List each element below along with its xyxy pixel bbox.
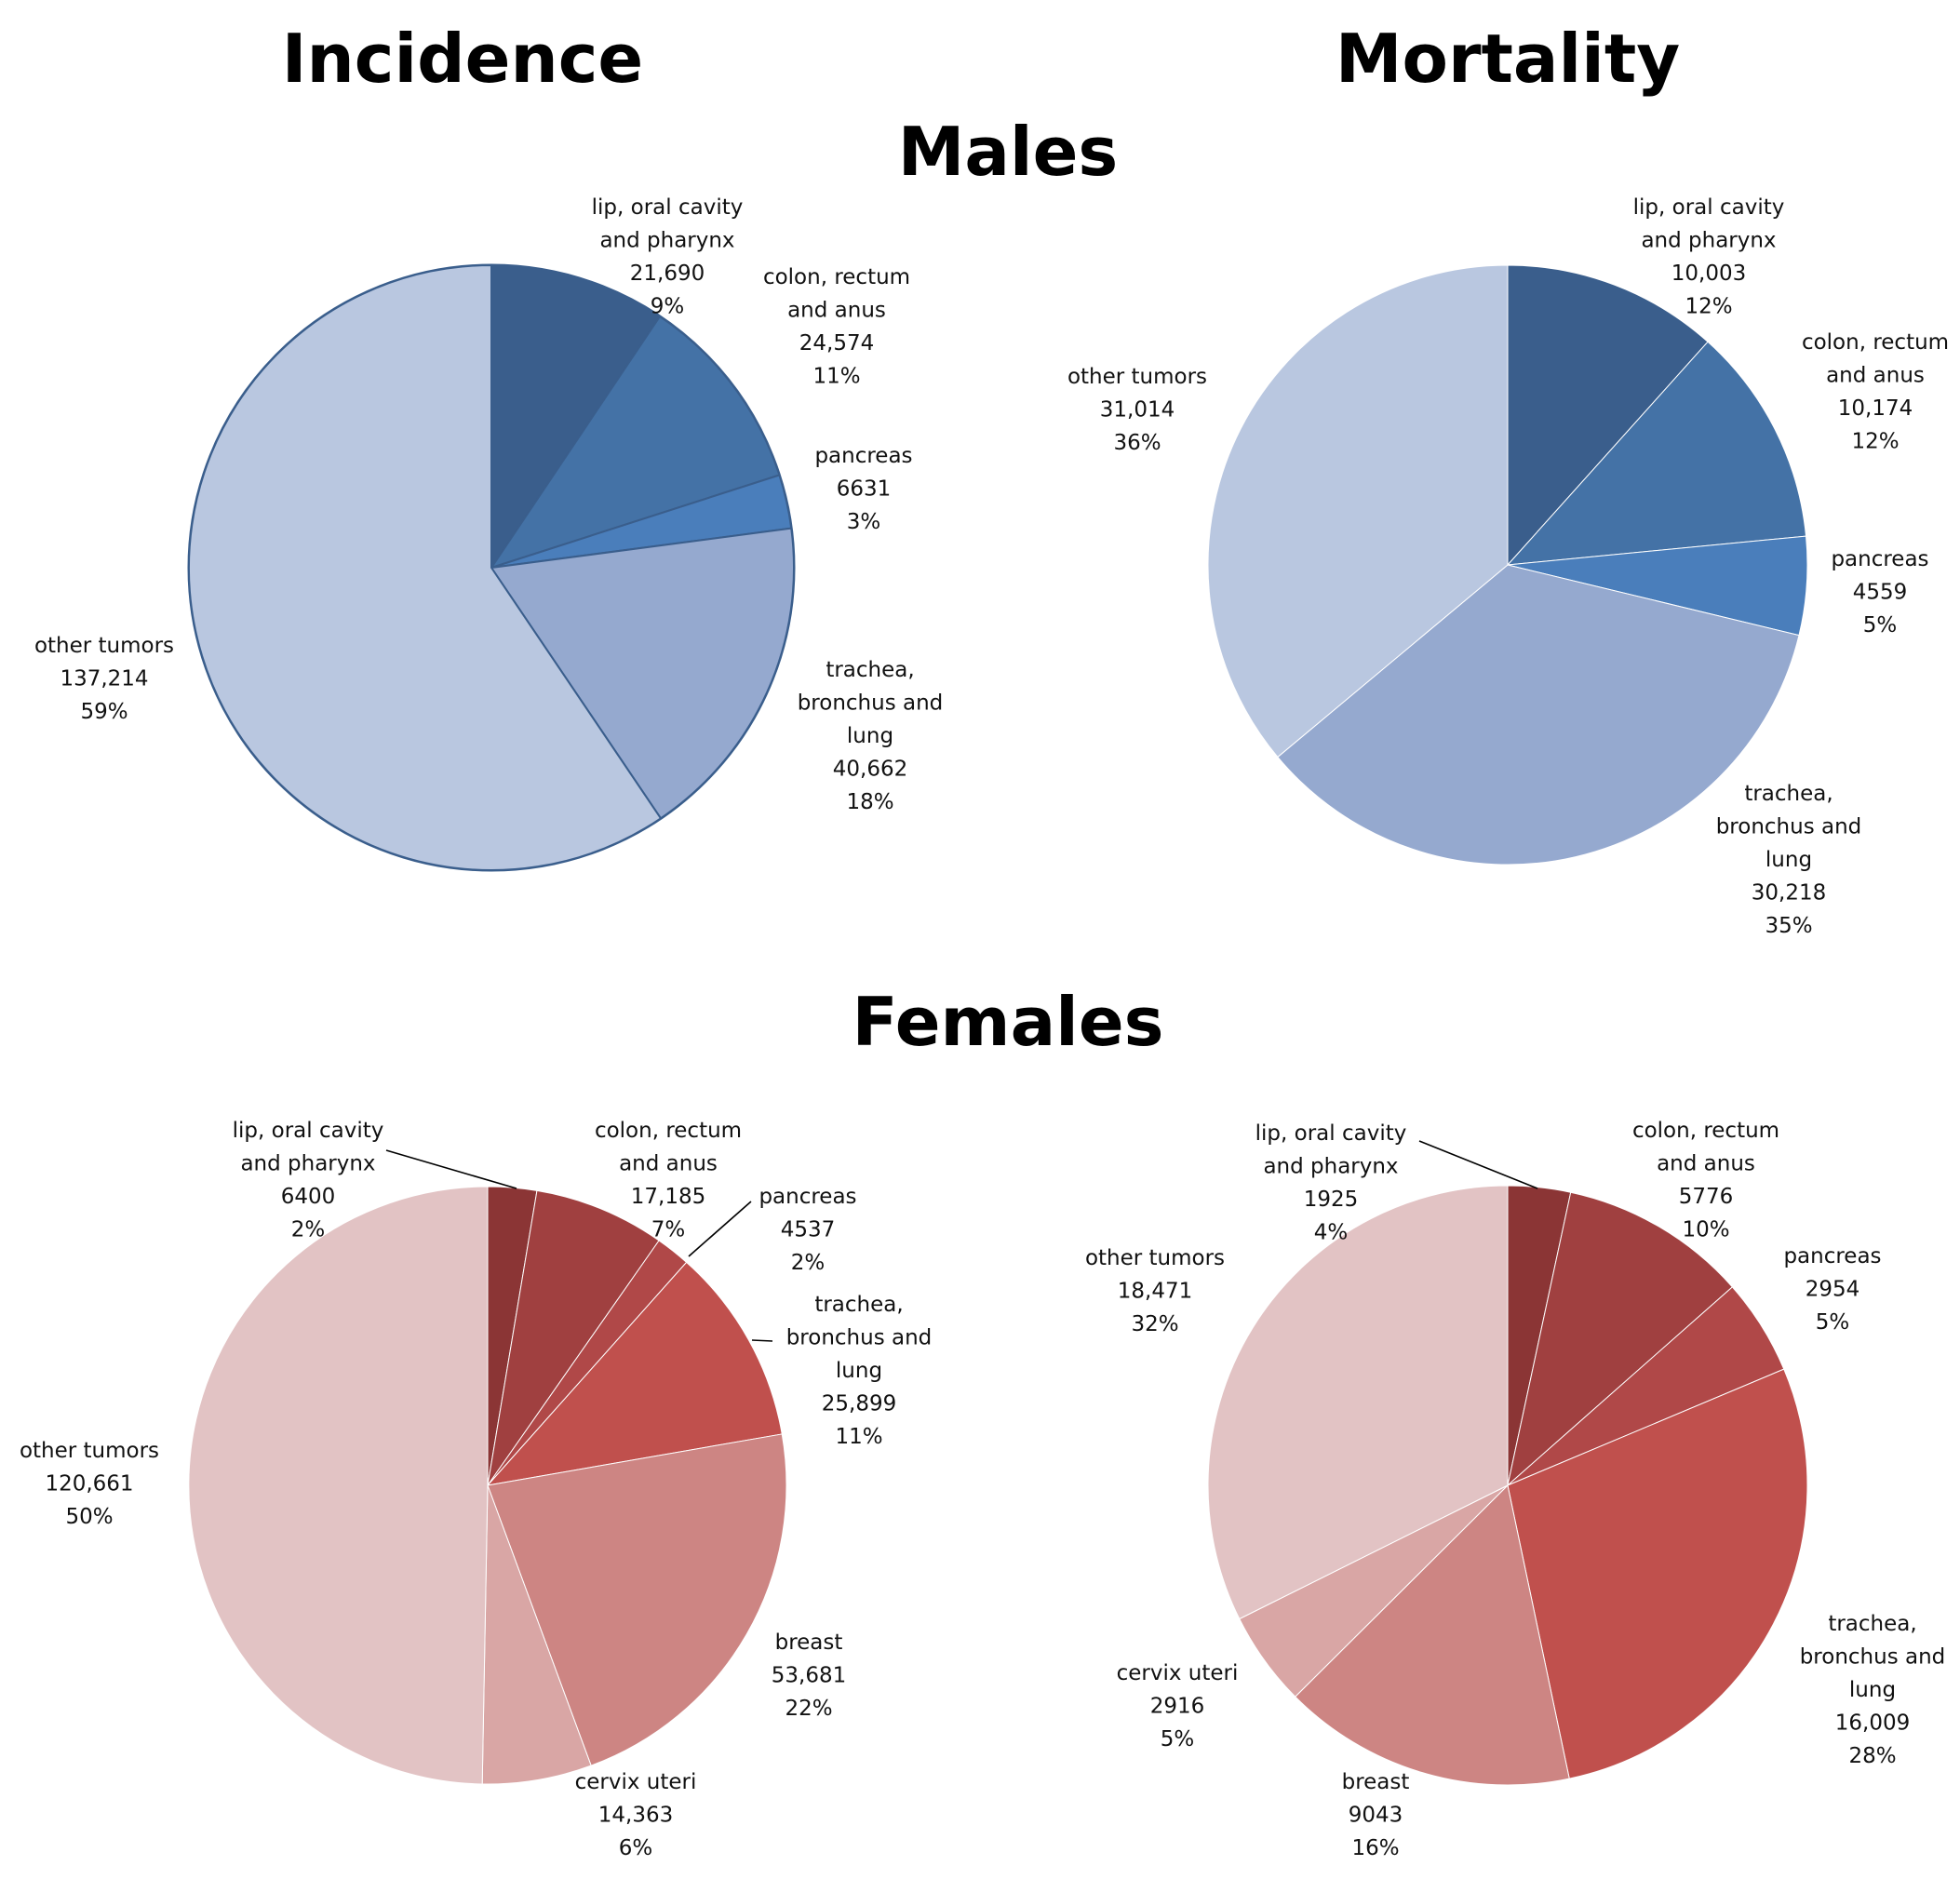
data-label-lip-oral-cavity-and-pharynx: lip, oral cavity and pharynx 1925 4% xyxy=(1255,1121,1407,1245)
slice-trachea-bronchus-and-lung xyxy=(487,1261,783,1486)
incidence-column-title: Incidence xyxy=(282,20,644,98)
males-section-title: Males xyxy=(898,113,1119,191)
data-label-colon-rectum-and-anus: colon, rectum and anus 24,574 11% xyxy=(763,265,910,389)
pie-chart-females-mortality: lip, oral cavity and pharynx 1925 4% colon, … xyxy=(1085,1119,1945,1860)
data-label-colon-rectum-and-anus: colon, rectum and anus 17,185 7% xyxy=(595,1119,742,1242)
slice-colon-rectum-and-anus xyxy=(490,315,781,569)
slice-other-tumors xyxy=(1207,264,1509,758)
leader-line-trachea-bronchus-and-lung xyxy=(751,1339,773,1342)
data-label-other-tumors: other tumors 31,014 36% xyxy=(1067,365,1207,455)
slice-other-tumors xyxy=(187,264,662,871)
data-label-cervix-uteri: cervix uteri 14,363 6% xyxy=(575,1770,697,1860)
data-label-breast: breast 53,681 22% xyxy=(772,1631,846,1721)
pie-chart-females-incidence: lip, oral cavity and pharynx 6400 2% colon, … xyxy=(20,1119,932,1860)
slice-trachea-bronchus-and-lung xyxy=(1507,1368,1808,1779)
data-label-cervix-uteri: cervix uteri 2916 5% xyxy=(1117,1661,1239,1751)
slice-colon-rectum-and-anus xyxy=(487,1189,660,1486)
data-label-lip-oral-cavity-and-pharynx: lip, oral cavity and pharynx 21,690 9% xyxy=(592,195,744,319)
data-label-breast: breast 9043 16% xyxy=(1342,1770,1410,1860)
leader-line-lip-oral-cavity-and-pharynx xyxy=(385,1149,517,1189)
slice-lip-oral-cavity-and-pharynx xyxy=(490,264,661,569)
data-label-pancreas: pancreas 2954 5% xyxy=(1783,1244,1881,1335)
leader-line-pancreas xyxy=(688,1201,752,1257)
females-section-title: Females xyxy=(852,983,1163,1061)
data-label-lip-oral-cavity-and-pharynx: lip, oral cavity and pharynx 6400 2% xyxy=(233,1119,384,1242)
data-label-trachea-bronchus-and-lung: trachea, bronchus and lung 16,009 28% xyxy=(1800,1612,1946,1768)
slice-breast xyxy=(487,1433,787,1766)
slice-other-tumors xyxy=(1207,1185,1509,1620)
data-label-pancreas: pancreas 4559 5% xyxy=(1831,547,1928,638)
slice-other-tumors xyxy=(188,1186,489,1785)
data-label-other-tumors: other tumors 120,661 50% xyxy=(20,1439,159,1529)
data-label-pancreas: pancreas 6631 3% xyxy=(814,444,912,534)
data-label-pancreas: pancreas 4537 2% xyxy=(758,1185,856,1275)
data-label-other-tumors: other tumors 137,214 59% xyxy=(34,634,174,724)
pie-chart-males-incidence: lip, oral cavity and pharynx 21,690 9%colon… xyxy=(34,195,944,872)
slice-colon-rectum-and-anus xyxy=(1507,1191,1733,1486)
leader-line-lip-oral-cavity-and-pharynx xyxy=(1418,1140,1538,1189)
data-label-colon-rectum-and-anus: colon, rectum and anus 5776 10% xyxy=(1632,1119,1779,1242)
data-label-lip-oral-cavity-and-pharynx: lip, oral cavity and pharynx 10,003 12% xyxy=(1633,195,1785,319)
data-label-colon-rectum-and-anus: colon, rectum and anus 10,174 12% xyxy=(1802,330,1949,454)
data-label-trachea-bronchus-and-lung: trachea, bronchus and lung 40,662 18% xyxy=(798,658,944,814)
data-label-other-tumors: other tumors 18,471 32% xyxy=(1085,1246,1225,1336)
slice-trachea-bronchus-and-lung xyxy=(490,527,795,820)
slice-colon-rectum-and-anus xyxy=(1507,341,1807,566)
data-label-trachea-bronchus-and-lung: trachea, bronchus and lung 25,899 11% xyxy=(786,1293,933,1449)
slice-breast xyxy=(1295,1484,1570,1786)
slice-lip-oral-cavity-and-pharynx xyxy=(1507,264,1709,566)
data-label-trachea-bronchus-and-lung: trachea, bronchus and lung 30,218 35% xyxy=(1716,782,1862,938)
slice-trachea-bronchus-and-lung xyxy=(1277,564,1800,866)
pie-chart-males-mortality: lip, oral cavity and pharynx 10,003 12%colo… xyxy=(1067,195,1949,938)
mortality-column-title: Mortality xyxy=(1336,20,1680,98)
